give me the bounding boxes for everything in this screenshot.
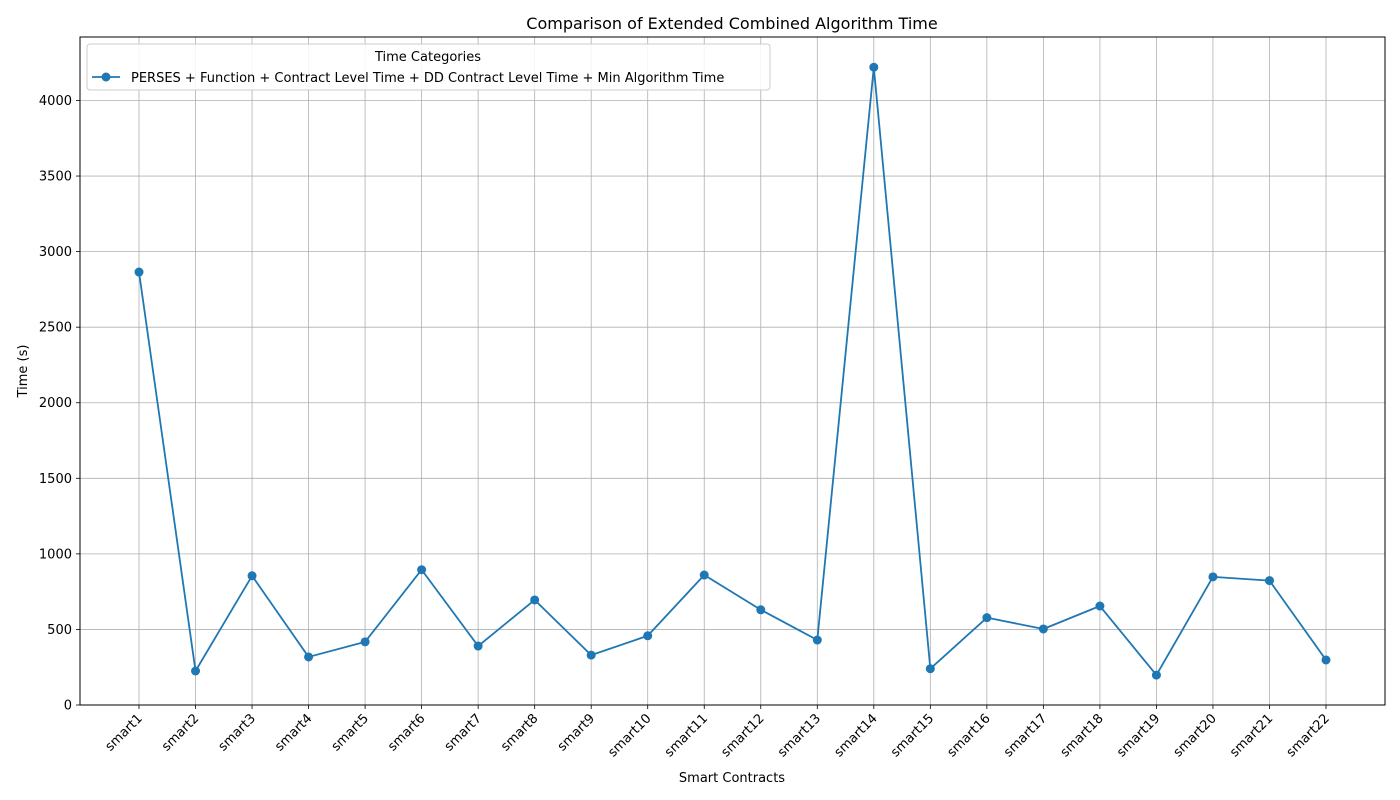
plot-frame [79, 36, 1386, 706]
x-tick-label: smart21 [1227, 711, 1276, 760]
legend-marker-swatch [101, 72, 111, 82]
legend: Time Categories PERSES + Function + Cont… [86, 43, 771, 91]
legend-box [86, 43, 771, 91]
data-point [925, 664, 935, 674]
y-tick-label: 1000 [39, 547, 72, 562]
y-tick-label: 4000 [39, 94, 72, 109]
data-point [756, 605, 766, 615]
data-point [586, 650, 596, 660]
y-tick-label: 500 [47, 623, 72, 638]
series-line [138, 66, 1327, 676]
x-tick-label: smart7 [442, 711, 485, 754]
x-tick-label: smart1 [103, 711, 146, 754]
data-point [982, 613, 992, 623]
x-tick-label: smart14 [832, 711, 881, 760]
x-tick-label: smart18 [1058, 711, 1107, 760]
x-tick-label: smart12 [719, 711, 768, 760]
x-tick-label: smart11 [662, 711, 711, 760]
data-point [1038, 624, 1048, 634]
x-tick-label: smart2 [159, 711, 202, 754]
data-point [812, 635, 822, 645]
y-tick-label: 1500 [39, 472, 72, 487]
data-point [1264, 576, 1274, 586]
x-axis-label: Smart Contracts [679, 771, 785, 786]
x-tick-label: smart3 [216, 711, 259, 754]
x-tick-label: smart16 [945, 711, 994, 760]
x-tick-label: smart17 [1001, 711, 1050, 760]
y-tick-label: 3500 [39, 170, 72, 185]
grid-lines [80, 37, 1385, 706]
x-tick-label: smart15 [888, 711, 937, 760]
y-tick-label: 2000 [39, 396, 72, 411]
series-layer [134, 62, 1331, 680]
data-point [643, 631, 653, 641]
data-point [191, 666, 201, 676]
x-tick-label: smart13 [775, 711, 824, 760]
data-point [417, 565, 427, 575]
x-tick-label: smart10 [605, 711, 654, 760]
data-point [247, 571, 257, 581]
chart-title: Comparison of Extended Combined Algorith… [526, 14, 937, 33]
legend-entry-label: PERSES + Function + Contract Level Time … [131, 71, 724, 86]
x-axis: smart1 smart2 smart3 smart4 smart5 smart6 smar… [103, 705, 1333, 760]
data-point [360, 637, 370, 647]
data-point [530, 595, 540, 605]
y-axis-label: Time (s) [16, 345, 31, 399]
data-point [869, 62, 879, 72]
x-tick-label: smart20 [1171, 711, 1220, 760]
x-tick-label: smart22 [1284, 711, 1333, 760]
legend-title: Time Categories [374, 50, 481, 65]
data-point [473, 641, 483, 651]
data-point [1208, 572, 1218, 582]
x-tick-label: smart6 [385, 711, 428, 754]
data-point [1151, 670, 1161, 680]
data-point [134, 267, 144, 277]
y-axis: 0 500 1000 1500 2000 2500 3000 3500 4000 [39, 94, 80, 714]
x-tick-label: smart19 [1114, 711, 1163, 760]
y-tick-label: 2500 [39, 321, 72, 336]
data-point [1095, 601, 1105, 611]
x-tick-label: smart9 [555, 711, 598, 754]
data-point [699, 570, 709, 580]
x-tick-label: smart4 [272, 711, 315, 754]
y-tick-label: 3000 [39, 245, 72, 260]
data-point [1321, 655, 1331, 665]
data-point [304, 652, 314, 662]
x-tick-label: smart8 [498, 711, 541, 754]
y-tick-label: 0 [64, 699, 72, 714]
x-tick-label: smart5 [329, 711, 372, 754]
